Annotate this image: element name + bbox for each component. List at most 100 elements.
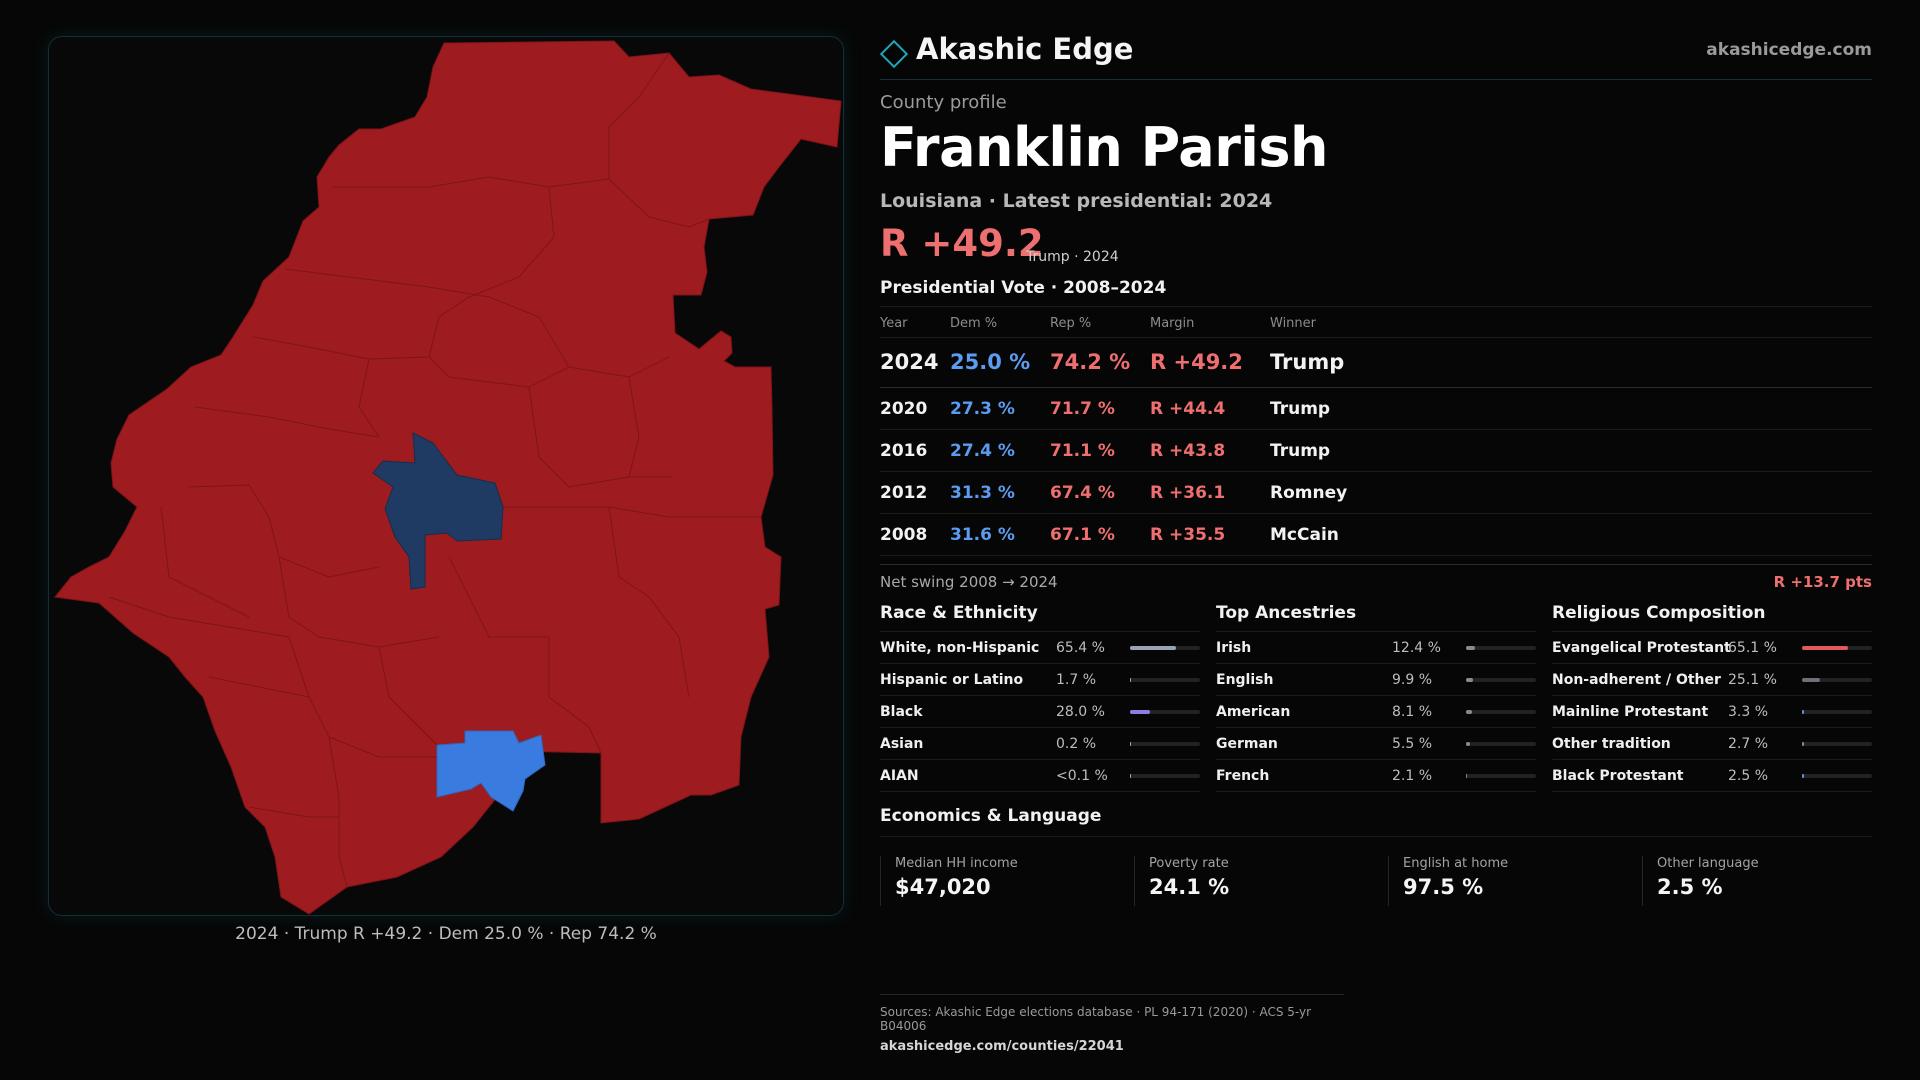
economics-divider: [880, 836, 1872, 837]
bar-fill: [1466, 646, 1475, 650]
item-value: 3.3 %: [1728, 704, 1769, 720]
bar-track: [1802, 710, 1872, 714]
sources-url-link[interactable]: akashicedge.com/counties/22041: [880, 1039, 1124, 1054]
table-row: 2016 27.4 % 71.1 % R +43.8 Trump: [880, 430, 1872, 472]
item-value: 8.1 %: [1392, 704, 1433, 720]
dem-precinct-south[interactable]: [436, 730, 546, 812]
item-value: 2.7 %: [1728, 736, 1769, 752]
item-label: Evangelical Protestant: [1552, 640, 1731, 656]
list-item: German 5.5 %: [1216, 728, 1536, 760]
diamond-logo-icon: [879, 39, 909, 69]
bar-track: [1466, 774, 1536, 778]
bar-track: [1802, 774, 1872, 778]
bar-fill: [1466, 710, 1472, 714]
item-value: 2.5 %: [1728, 768, 1769, 784]
table-row: 2012 31.3 % 67.4 % R +36.1 Romney: [880, 472, 1872, 514]
bar-fill: [1130, 678, 1132, 682]
bar-track: [1802, 742, 1872, 746]
econ-label: English at home: [1403, 856, 1509, 871]
header-dem: Dem %: [950, 316, 998, 331]
list-item: English 9.9 %: [1216, 664, 1536, 696]
row-rep: 67.1 %: [1050, 525, 1115, 545]
item-label: Irish: [1216, 640, 1252, 656]
bar-track: [1130, 678, 1200, 682]
bar-track: [1130, 710, 1200, 714]
race-ethnicity-title: Race & Ethnicity: [880, 600, 1200, 632]
item-label: French: [1216, 768, 1270, 784]
econ-label: Median HH income: [895, 856, 1018, 871]
list-item: Black Protestant 2.5 %: [1552, 760, 1872, 792]
item-label: White, non-Hispanic: [880, 640, 1040, 656]
list-item: Black 28.0 %: [880, 696, 1200, 728]
dem-precinct-north[interactable]: [372, 432, 504, 590]
list-item: Other tradition 2.7 %: [1552, 728, 1872, 760]
row-margin: R +43.8: [1150, 441, 1226, 461]
bar-track: [1466, 742, 1536, 746]
row-dem: 25.0 %: [950, 350, 1031, 374]
bar-track: [1130, 646, 1200, 650]
county-subtitle: Louisiana · Latest presidential: 2024: [880, 190, 1273, 212]
bar-fill: [1802, 646, 1848, 650]
bar-fill: [1130, 774, 1132, 778]
bar-track: [1466, 646, 1536, 650]
bar-fill: [1130, 710, 1150, 714]
ancestries-section: Top Ancestries Irish 12.4 % English 9.9 …: [1216, 600, 1536, 792]
row-winner: Romney: [1270, 483, 1348, 503]
row-rep: 71.1 %: [1050, 441, 1115, 461]
row-margin: R +35.5: [1150, 525, 1226, 545]
item-label: Mainline Protestant: [1552, 704, 1709, 720]
row-year: 2020: [880, 399, 928, 419]
econ-poverty-rate: Poverty rate 24.1 %: [1134, 856, 1374, 906]
bar-fill: [1130, 742, 1132, 746]
econ-english-home: English at home 97.5 %: [1388, 856, 1628, 906]
list-item: Asian 0.2 %: [880, 728, 1200, 760]
list-item: Evangelical Protestant 65.1 %: [1552, 632, 1872, 664]
item-label: American: [1216, 704, 1291, 720]
header-rep: Rep %: [1050, 316, 1092, 331]
sources-footer: Sources: Akashic Edge elections database…: [880, 994, 1344, 1054]
vote-table: Year Dem % Rep % Margin Winner 2024 25.0…: [880, 306, 1872, 556]
bar-fill: [1466, 774, 1468, 778]
bar-track: [1130, 742, 1200, 746]
row-winner: Trump: [1270, 441, 1331, 461]
list-item: AIAN <0.1 %: [880, 760, 1200, 792]
row-year: 2008: [880, 525, 928, 545]
row-winner: McCain: [1270, 525, 1339, 545]
precinct-map: [54, 40, 842, 915]
ancestries-title: Top Ancestries: [1216, 600, 1536, 632]
item-value: 65.1 %: [1728, 640, 1777, 656]
list-item: Non-adherent / Other 25.1 %: [1552, 664, 1872, 696]
item-value: 25.1 %: [1728, 672, 1777, 688]
econ-median-income: Median HH income $47,020: [880, 856, 1120, 906]
row-dem: 31.3 %: [950, 483, 1015, 503]
econ-value: $47,020: [895, 875, 991, 899]
net-swing-label: Net swing 2008 → 2024: [880, 573, 1058, 591]
bar-track: [1466, 678, 1536, 682]
item-label: Non-adherent / Other: [1552, 672, 1721, 688]
map-caption: 2024 · Trump R +49.2 · Dem 25.0 % · Rep …: [235, 924, 657, 944]
row-rep: 67.4 %: [1050, 483, 1115, 503]
item-value: <0.1 %: [1056, 768, 1108, 784]
header-margin: Margin: [1150, 316, 1195, 331]
item-value: 65.4 %: [1056, 640, 1105, 656]
page-title: Franklin Parish: [880, 116, 1328, 179]
econ-other-language: Other language 2.5 %: [1642, 856, 1882, 906]
item-label: English: [1216, 672, 1274, 688]
row-winner: Trump: [1270, 399, 1331, 419]
bar-track: [1130, 774, 1200, 778]
item-label: Hispanic or Latino: [880, 672, 1024, 688]
brand-url-link[interactable]: akashicedge.com: [1706, 40, 1872, 60]
row-dem: 27.3 %: [950, 399, 1015, 419]
econ-value: 2.5 %: [1657, 875, 1723, 899]
religion-title: Religious Composition: [1552, 600, 1872, 632]
item-label: AIAN: [880, 768, 919, 784]
sources-text: Sources: Akashic Edge elections database…: [880, 1005, 1312, 1033]
item-label: Black: [880, 704, 923, 720]
list-item: Irish 12.4 %: [1216, 632, 1536, 664]
brand-name: Akashic Edge: [916, 32, 1134, 66]
net-swing-value: R +13.7 pts: [1773, 573, 1872, 591]
item-value: 2.1 %: [1392, 768, 1433, 784]
row-margin: R +49.2: [1150, 350, 1243, 374]
list-item: Mainline Protestant 3.3 %: [1552, 696, 1872, 728]
item-value: 28.0 %: [1056, 704, 1105, 720]
